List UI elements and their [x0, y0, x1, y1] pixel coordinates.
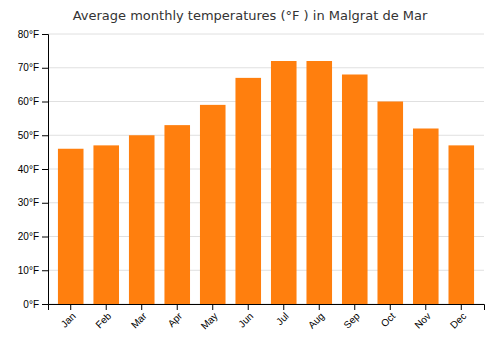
tick-label: Jun: [236, 310, 255, 329]
tick-label: Jul: [274, 310, 291, 327]
tick-label: Nov: [412, 310, 432, 330]
bar: [164, 125, 190, 304]
chart: Average monthly temperatures (°F ) in Ma…: [0, 0, 500, 350]
tick-mark: [42, 237, 48, 238]
tick-label: Apr: [166, 310, 185, 329]
tick-mark: [141, 304, 142, 310]
tick-mark: [177, 304, 178, 310]
axis-line: [42, 35, 49, 305]
tick: Aug: [306, 304, 326, 331]
tick-label: 20°F: [18, 231, 39, 242]
grid-line: [48, 67, 484, 68]
tick-mark: [42, 270, 48, 271]
tick-label: Feb: [93, 310, 113, 330]
tick-mark: [390, 304, 391, 310]
tick-label: 30°F: [18, 197, 39, 208]
bar: [377, 102, 403, 305]
tick: Sep: [341, 304, 362, 331]
bar: [342, 75, 368, 305]
bar: [271, 61, 297, 304]
tick: 80°F: [18, 29, 48, 40]
tick-label: Oct: [379, 310, 398, 329]
tick: Jul: [274, 304, 291, 327]
y-axis: 0°F 10°F 20°F 30°F 40°F 50°F 60°F 70°F 80°F: [18, 29, 49, 310]
tick-label: Aug: [306, 310, 326, 330]
tick-mark: [42, 34, 48, 35]
x-axis: Jan Feb Mar Apr May Jun Jul Aug Sep Oct Nov Dec: [49, 304, 485, 332]
tick-label: 70°F: [18, 62, 39, 73]
grid: [48, 34, 484, 304]
tick: 20°F: [18, 231, 48, 242]
bar: [448, 145, 474, 304]
bar: [129, 135, 155, 304]
tick-mark: [42, 135, 48, 136]
tick-label: 50°F: [18, 130, 39, 141]
tick: Dec: [448, 304, 468, 331]
tick-label: 80°F: [18, 29, 39, 40]
grid-line: [48, 101, 484, 102]
bar: [200, 105, 226, 304]
tick: 50°F: [18, 130, 48, 141]
tick: May: [199, 304, 220, 332]
plot: 0°F 10°F 20°F 30°F 40°F 50°F 60°F 70°F 80°F Jan Fe…: [18, 29, 485, 332]
grid-line: [48, 34, 484, 35]
tick-mark: [42, 304, 48, 305]
tick: Mar: [129, 304, 149, 330]
tick-mark: [354, 304, 355, 310]
tick-mark: [212, 304, 213, 310]
tick-label: Dec: [448, 310, 468, 330]
tick-mark: [42, 169, 48, 170]
tick-mark: [425, 304, 426, 310]
tick-mark: [42, 203, 48, 204]
tick-mark: [248, 304, 249, 310]
tick: 0°F: [23, 299, 48, 310]
tick: Jan: [59, 304, 78, 330]
tick: 30°F: [18, 197, 48, 208]
tick: Apr: [166, 304, 185, 329]
tick: 10°F: [18, 265, 48, 276]
tick: 70°F: [18, 62, 48, 73]
tick: 40°F: [18, 164, 48, 175]
tick-mark: [283, 304, 284, 310]
tick-mark: [461, 304, 462, 310]
bar: [235, 78, 261, 304]
tick: Nov: [412, 304, 432, 331]
bars: [58, 61, 474, 304]
tick: 60°F: [18, 96, 48, 107]
tick: Jun: [236, 304, 255, 330]
tick: Feb: [93, 304, 113, 330]
axis-line: [49, 305, 485, 311]
title: Average monthly temperatures (°F ) in Ma…: [73, 8, 428, 23]
tick: Oct: [379, 304, 398, 329]
tick-label: 40°F: [18, 164, 39, 175]
tick-mark: [42, 68, 48, 69]
tick-mark: [106, 304, 107, 310]
tick-label: Mar: [129, 310, 149, 330]
tick-label: May: [199, 310, 220, 331]
bar: [413, 129, 439, 305]
tick-mark: [319, 304, 320, 310]
bar: [306, 61, 332, 304]
bar: [58, 149, 84, 304]
tick-label: Jan: [59, 310, 78, 329]
tick-label: 10°F: [18, 265, 39, 276]
tick-label: 60°F: [18, 96, 39, 107]
tick-mark: [70, 304, 71, 310]
bar: [93, 145, 119, 304]
tick-label: Sep: [341, 310, 362, 331]
tick-mark: [42, 102, 48, 103]
tick-label: 0°F: [23, 299, 39, 310]
